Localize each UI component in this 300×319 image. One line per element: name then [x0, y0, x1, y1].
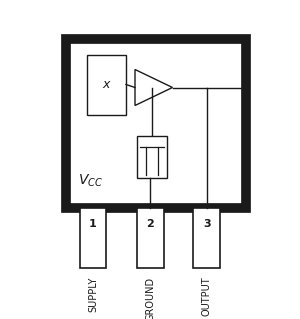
Text: GROUND: GROUND: [145, 277, 155, 319]
Bar: [136, 207, 164, 268]
Text: OUTPUT: OUTPUT: [202, 277, 212, 316]
Text: 2: 2: [146, 219, 154, 229]
Text: $\mathit{V}_{CC}$: $\mathit{V}_{CC}$: [78, 172, 103, 189]
Text: x: x: [103, 78, 110, 91]
Text: SUPPLY: SUPPLY: [88, 277, 98, 312]
Bar: [136, 136, 166, 177]
Text: 1: 1: [89, 219, 97, 229]
Bar: [194, 207, 220, 268]
Polygon shape: [135, 70, 172, 106]
Bar: [66, 40, 246, 207]
Bar: [80, 207, 106, 268]
Text: 3: 3: [203, 219, 211, 229]
Bar: [87, 55, 126, 115]
